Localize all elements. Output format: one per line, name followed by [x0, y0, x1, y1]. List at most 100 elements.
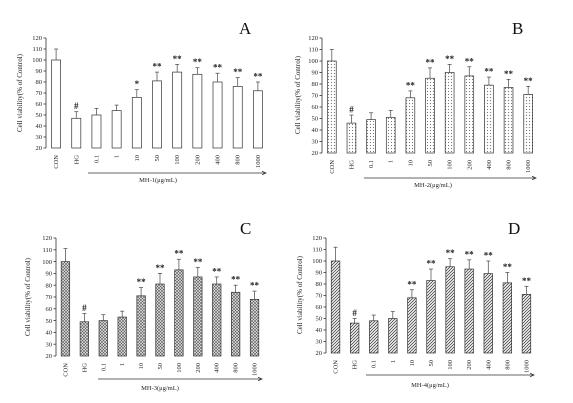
bar-1 — [385, 116, 396, 154]
arrow-head-icon — [257, 376, 263, 382]
significance-mark: ** — [465, 56, 475, 66]
y-tick-label: 30 — [46, 341, 53, 348]
significance-mark: ** — [522, 276, 532, 286]
arrow-head-icon — [531, 175, 537, 181]
category-label: 200 — [466, 160, 473, 170]
bar-CON — [327, 60, 337, 154]
y-tick-label: 120 — [308, 35, 318, 42]
y-tick-label: 60 — [316, 304, 323, 311]
y-tick-label: 30 — [36, 134, 43, 141]
category-label: 800 — [235, 155, 242, 165]
significance-mark: ** — [137, 277, 147, 287]
bar-50 — [152, 80, 162, 149]
y-axis-label: Cell viability(% of Control) — [24, 257, 32, 336]
bar-CON — [330, 260, 341, 354]
category-label: 1 — [114, 155, 121, 158]
category-label: 10 — [134, 155, 141, 162]
category-label: 800 — [504, 360, 511, 370]
category-label: 0.1 — [371, 360, 378, 368]
panel-letter: C — [240, 219, 251, 238]
y-tick-label: 100 — [42, 259, 52, 266]
significance-mark: ** — [250, 281, 260, 291]
category-label: 0.1 — [368, 160, 375, 168]
significance-mark: ** — [231, 275, 241, 285]
bar-1000 — [253, 90, 263, 149]
y-tick-label: 100 — [312, 258, 322, 265]
y-tick-label: 60 — [46, 306, 53, 313]
bar-100 — [445, 266, 455, 354]
category-label: 50 — [157, 363, 164, 370]
y-tick-label: 90 — [312, 70, 319, 77]
significance-mark: ** — [446, 248, 456, 258]
bar-0.1 — [369, 320, 379, 354]
significance-mark: ** — [193, 57, 203, 67]
bar-10 — [407, 297, 417, 354]
category-label: HG — [348, 160, 355, 170]
y-tick-label: 70 — [312, 93, 319, 100]
y-tick-label: 30 — [316, 339, 323, 346]
significance-mark: ** — [484, 67, 494, 77]
category-label: 200 — [466, 360, 473, 370]
y-tick-label: 20 — [46, 353, 53, 360]
significance-mark: * — [135, 79, 140, 89]
y-tick-label: 60 — [36, 101, 43, 108]
y-tick-label: 40 — [46, 330, 53, 337]
y-tick-label: 100 — [32, 57, 42, 64]
y-tick-label: 80 — [46, 282, 53, 289]
bar-CON — [51, 59, 61, 149]
category-label: 100 — [447, 160, 454, 170]
y-tick-label: 80 — [316, 281, 323, 288]
category-label: 1 — [390, 360, 397, 363]
bar-CON — [60, 261, 71, 357]
bar-50 — [426, 280, 436, 354]
bar-100 — [444, 72, 455, 154]
y-axis-label: Cell viability(% of Control) — [296, 255, 304, 334]
category-label: 10 — [138, 363, 145, 370]
significance-mark: # — [349, 105, 354, 115]
panel-letter: B — [512, 19, 523, 38]
significance-mark: ** — [426, 57, 436, 67]
y-tick-label: 90 — [316, 270, 323, 277]
y-axis-label: Cell viability(% of Control) — [16, 53, 24, 132]
bar-50 — [425, 77, 435, 154]
bar-1 — [388, 318, 398, 354]
bar-800 — [232, 86, 243, 149]
category-label: 100 — [174, 155, 181, 165]
y-tick-label: 50 — [316, 316, 323, 323]
significance-mark: ** — [484, 251, 494, 261]
arrow-head-icon — [529, 372, 535, 378]
category-label: CON — [62, 363, 69, 377]
bar-1000 — [249, 299, 260, 357]
category-label: 100 — [447, 360, 454, 370]
category-label: CON — [53, 155, 60, 169]
category-label: HG — [73, 155, 80, 165]
category-label: 0.1 — [100, 363, 107, 371]
category-label: 1000 — [252, 363, 259, 376]
x-axis-label: MH-3(μg/mL) — [141, 385, 179, 392]
y-tick-label: 120 — [32, 35, 42, 42]
category-label: 100 — [176, 363, 183, 373]
bar-100 — [172, 71, 183, 149]
bar-HG — [346, 122, 357, 154]
arrow-head-icon — [261, 170, 267, 176]
panel-letter: A — [239, 19, 252, 38]
panel-letter: D — [508, 219, 520, 238]
category-label: 800 — [233, 363, 240, 373]
y-tick-label: 100 — [308, 58, 318, 65]
significance-mark: ** — [524, 76, 534, 86]
significance-mark: ** — [233, 67, 243, 77]
bar-100 — [174, 269, 184, 357]
category-label: HG — [81, 363, 88, 373]
x-axis-label: MH-2(μg/mL) — [414, 182, 452, 189]
y-tick-label: 70 — [36, 90, 43, 97]
significance-mark: ** — [465, 249, 475, 259]
y-tick-label: 90 — [36, 68, 43, 75]
significance-mark: ** — [445, 54, 455, 64]
y-tick-label: 20 — [312, 150, 319, 157]
y-tick-label: 110 — [42, 247, 52, 254]
significance-mark: ** — [174, 249, 184, 259]
category-label: 1 — [119, 363, 126, 366]
